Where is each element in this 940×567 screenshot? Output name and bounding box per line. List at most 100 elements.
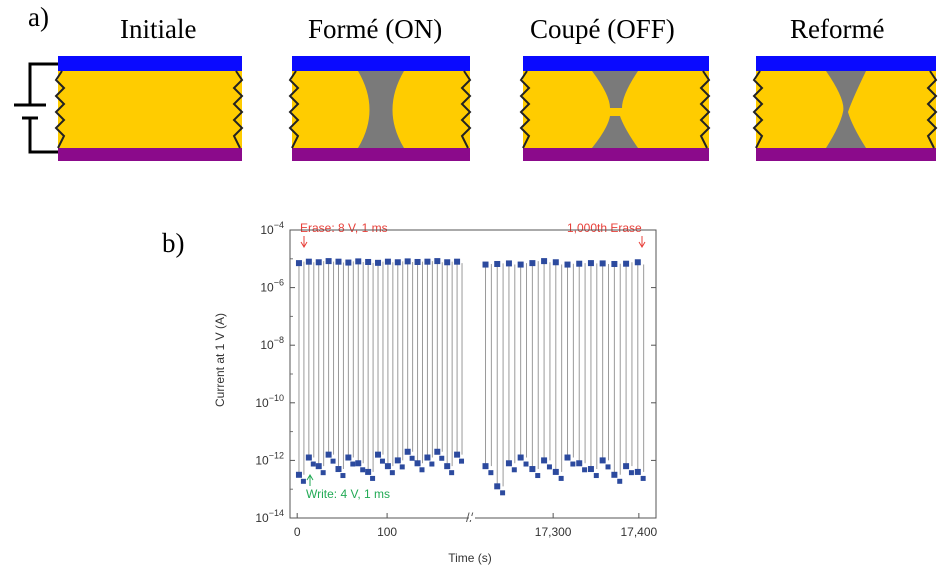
arrow-icon — [306, 474, 314, 486]
data-point-off — [414, 460, 421, 467]
data-point-on — [375, 259, 382, 266]
x-axis-label: Time (s) — [448, 551, 492, 565]
device-forme-on — [288, 56, 472, 161]
data-point-on — [564, 261, 571, 268]
x-tick-label: 17,300 — [535, 525, 572, 539]
data-point-off — [429, 461, 435, 467]
data-point-off — [611, 471, 618, 478]
data-point-off — [345, 454, 352, 461]
data-point-off — [459, 458, 465, 464]
data-point-off — [355, 460, 362, 467]
data-point-on — [611, 260, 618, 267]
data-point-off — [488, 470, 494, 476]
data-point-on — [552, 259, 559, 266]
device-initiale — [54, 56, 244, 161]
data-point-off — [394, 457, 401, 464]
data-point-off — [628, 470, 634, 476]
data-point-on — [599, 260, 606, 267]
data-point-off — [424, 454, 431, 461]
data-point-off — [558, 475, 564, 481]
x-tick-label: 0 — [294, 525, 301, 539]
data-point-off — [541, 457, 548, 464]
data-point-on — [454, 258, 461, 265]
data-point-off — [340, 473, 346, 479]
data-point-on — [365, 258, 372, 265]
data-point-off — [505, 460, 512, 467]
data-point-off — [399, 464, 405, 470]
y-axis-label: Current at 1 V (A) — [213, 313, 227, 407]
data-point-off — [599, 457, 606, 464]
data-point-off — [389, 470, 395, 476]
data-point-off — [494, 483, 501, 490]
axis-break-gap — [469, 516, 475, 520]
state-title-initiale: Initiale — [120, 14, 197, 44]
data-point-off — [409, 455, 415, 461]
annotation-write: Write: 4 V, 1 ms — [306, 487, 390, 501]
annotation-erase-first: Erase: 8 V, 1 ms — [300, 221, 388, 235]
arrow-icon — [638, 236, 646, 248]
data-point-off — [379, 458, 385, 464]
data-point-off — [449, 470, 455, 476]
data-point-off — [365, 468, 372, 475]
y-tick-label: 10−12 — [255, 450, 284, 467]
data-point-off — [454, 451, 461, 458]
data-point-on — [355, 258, 362, 265]
data-point-off — [295, 471, 302, 478]
data-point-off — [439, 455, 445, 461]
data-point-on — [335, 258, 342, 265]
data-point-off — [523, 461, 529, 467]
data-point-on — [424, 258, 431, 265]
data-point-off — [617, 478, 623, 484]
data-point-off — [404, 448, 411, 455]
data-point-off — [546, 464, 552, 470]
data-point-off — [320, 470, 326, 476]
y-tick-label: 10−8 — [260, 335, 284, 352]
data-point-off — [384, 463, 391, 470]
data-point-off — [517, 454, 524, 461]
data-point-off — [330, 458, 336, 464]
data-point-off — [623, 463, 630, 470]
state-title-forme: Formé (ON) — [308, 14, 443, 44]
data-point-off — [500, 490, 506, 496]
voltage-source-icon — [14, 62, 62, 154]
data-point-on — [541, 258, 548, 265]
data-point-off — [350, 461, 356, 467]
data-point-on — [404, 258, 411, 265]
panel-a-label: a) — [28, 2, 49, 32]
data-point-off — [564, 454, 571, 461]
data-point-off — [300, 478, 306, 484]
y-tick-label: 10−6 — [260, 278, 284, 295]
y-tick-label: 10−14 — [255, 508, 284, 525]
data-point-off — [315, 463, 322, 470]
data-point-off — [370, 475, 376, 481]
data-point-on — [634, 259, 641, 266]
data-point-on — [623, 260, 630, 267]
device-reforme — [752, 56, 938, 161]
data-point-on — [325, 258, 332, 265]
data-point-off — [570, 461, 576, 467]
device-coupe-off — [519, 56, 711, 161]
data-point-off — [535, 473, 541, 479]
panel-b-label: b) — [162, 228, 185, 258]
data-point-on — [295, 260, 302, 267]
data-point-on — [315, 259, 322, 266]
data-point-on — [434, 258, 441, 265]
data-point-on — [505, 260, 512, 267]
data-point-on — [394, 259, 401, 266]
data-point-off — [310, 461, 316, 467]
data-point-off — [576, 460, 583, 467]
data-point-off — [634, 468, 641, 475]
data-point-on — [482, 261, 489, 268]
data-point-on — [414, 258, 421, 265]
data-point-on — [494, 260, 501, 267]
x-tick-label: 100 — [377, 525, 397, 539]
data-point-off — [587, 466, 594, 473]
arrow-icon — [300, 236, 308, 248]
data-point-on — [517, 261, 524, 268]
data-point-off — [305, 454, 312, 461]
data-point-off — [325, 451, 332, 458]
y-tick-label: 10−4 — [260, 220, 284, 237]
data-point-on — [587, 260, 594, 267]
state-title-coupe: Coupé (OFF) — [530, 14, 675, 44]
current-vs-time-chart: 10−4 10−6 10−8 10−10 10−12 10−14 0 100 17,300 17… — [213, 220, 658, 565]
